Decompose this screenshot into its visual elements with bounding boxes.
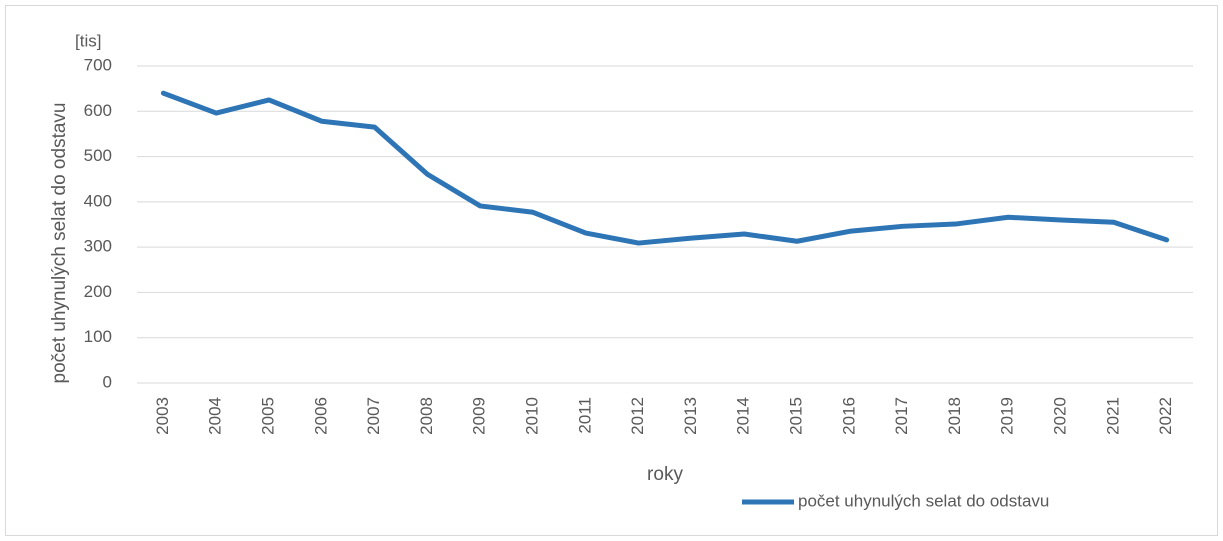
x-tick-label: 2006 <box>311 397 330 435</box>
x-tick-label: 2022 <box>1156 397 1175 435</box>
x-tick-label: 2015 <box>786 397 805 435</box>
x-tick-label: 2018 <box>945 397 964 435</box>
x-tick-label: 2009 <box>470 397 489 435</box>
x-tick-label: 2017 <box>892 397 911 435</box>
y-tick-label: 700 <box>84 55 112 74</box>
x-tick-label: 2005 <box>258 397 277 435</box>
y-tick-label: 0 <box>103 372 112 391</box>
x-tick-label: 2011 <box>575 397 594 434</box>
legend-label: počet uhynulých selat do odstavu <box>798 491 1049 510</box>
x-tick-label: 2004 <box>206 397 225 435</box>
x-tick-label: 2008 <box>417 397 436 435</box>
x-axis-label: roky <box>647 464 683 485</box>
x-tick-label: 2021 <box>1103 397 1122 435</box>
x-tick-label: 2020 <box>1050 397 1069 435</box>
line-series <box>160 90 1170 246</box>
x-tick-label: 2016 <box>839 397 858 435</box>
x-tick-label: 2019 <box>998 397 1017 435</box>
x-tick-label: 2003 <box>153 397 172 435</box>
chart-border <box>5 5 1218 536</box>
x-tick-label: 2013 <box>681 397 700 435</box>
x-tick-label: 2010 <box>522 397 541 435</box>
y-tick-label: 500 <box>84 146 112 165</box>
x-tick-label: 2007 <box>364 397 383 435</box>
y-tick-label: 100 <box>84 327 112 346</box>
y-tick-label: 300 <box>84 237 112 256</box>
y-tick-label: 400 <box>84 191 112 210</box>
x-tick-label: 2014 <box>734 397 753 435</box>
x-tick-label: 2012 <box>628 397 647 435</box>
y-axis-label: počet uhynulých selat do odstavu <box>49 103 70 384</box>
y-tick-label: 600 <box>84 101 112 120</box>
y-tick-label: 200 <box>84 282 112 301</box>
unit-label: [tis] <box>75 31 101 50</box>
